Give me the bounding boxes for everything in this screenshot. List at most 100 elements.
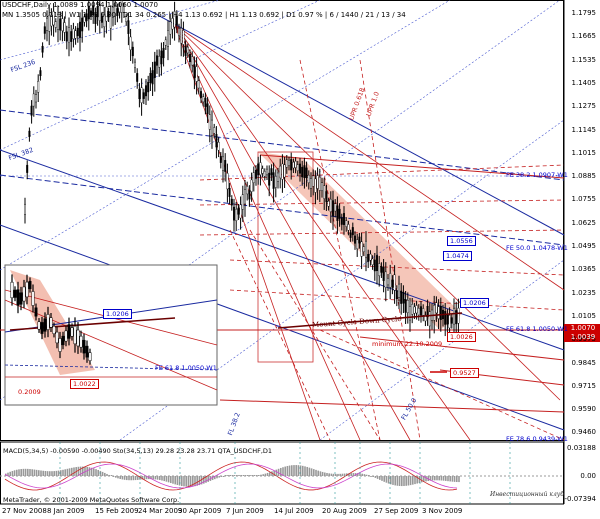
date-tick-label: 14 Jul 2009	[274, 507, 314, 515]
candle-body	[270, 168, 273, 176]
macd-bar	[447, 476, 449, 482]
candle-body	[52, 11, 55, 26]
candle-body	[140, 87, 143, 103]
candle-body	[96, 6, 99, 18]
candle-body	[281, 163, 284, 180]
macd-bar	[73, 467, 75, 476]
candle-body	[373, 259, 376, 272]
candle-body	[402, 292, 405, 304]
candle-body	[46, 17, 49, 31]
macd-bar	[189, 476, 192, 487]
price-tick-label: 0.9460	[571, 428, 597, 437]
macd-bar	[90, 467, 93, 476]
macd-bar	[178, 476, 181, 486]
macd-bar	[200, 476, 203, 485]
macd-bar	[332, 473, 335, 476]
inset-candle-body	[73, 325, 77, 345]
chart-header: USDCHF,Daily 1.0089 1.0094 1.0060 1.0070	[2, 1, 158, 9]
macd-bar	[121, 476, 124, 480]
macd-bar	[403, 476, 405, 487]
candle-body	[164, 39, 167, 46]
time-box	[257, 151, 314, 363]
candle-body	[133, 61, 136, 69]
candle-body	[237, 207, 240, 215]
candle-body	[103, 14, 106, 28]
candle-body	[272, 172, 275, 189]
macd-bar	[440, 476, 443, 481]
macd-bar	[66, 468, 69, 476]
candle-body	[395, 290, 398, 300]
macd-bar	[53, 471, 55, 476]
candle-body	[74, 30, 77, 39]
macd-bar	[291, 465, 293, 476]
macd-bar	[379, 476, 381, 480]
inset-candle-body	[31, 291, 35, 306]
macd-bar	[420, 476, 423, 483]
candle-body	[83, 16, 86, 23]
candle-body	[114, 5, 117, 17]
macd-bar	[60, 470, 62, 476]
macd-bar	[383, 476, 385, 482]
candle-body	[246, 186, 249, 195]
macd-bar	[273, 470, 275, 476]
candle-body	[424, 314, 427, 322]
macd-bar	[40, 470, 42, 476]
macd-bar	[161, 476, 163, 481]
candle-body	[188, 54, 191, 63]
macd-bar	[238, 475, 240, 476]
candle-body	[296, 164, 299, 171]
macd-bar	[304, 466, 306, 476]
candle-body	[307, 174, 310, 184]
macd-bar	[412, 476, 414, 485]
candle-body	[160, 50, 163, 65]
candle-body	[147, 81, 150, 93]
candle-body	[259, 162, 262, 175]
date-tick-label: 27 Nov 2008	[2, 507, 47, 515]
macd-bar	[9, 471, 11, 476]
candle-body	[35, 94, 38, 103]
macd-bar	[242, 475, 245, 476]
macd-bar	[374, 476, 377, 478]
candle-body	[136, 73, 139, 82]
macd-bar	[185, 476, 187, 487]
candle-body	[378, 263, 381, 277]
candle-body	[226, 173, 229, 190]
line-price-label: 1.0039	[570, 333, 596, 341]
price-tick-label: 1.1795	[571, 9, 597, 17]
macd-bar	[297, 465, 300, 476]
macd-bar	[313, 469, 315, 476]
stochastic-signal-line	[4, 463, 458, 489]
macd-bar	[150, 476, 152, 480]
macd-bar	[119, 476, 121, 479]
candle-body	[100, 15, 103, 23]
macd-bar	[330, 473, 333, 476]
macd-bar	[405, 476, 407, 486]
candle-body	[263, 171, 266, 177]
candle-body	[228, 188, 231, 197]
candle-body	[202, 96, 205, 103]
candle-body	[455, 310, 458, 325]
candle-body	[409, 306, 412, 321]
blue-dotted-fan	[0, 0, 565, 441]
target-box: 0.9527	[450, 368, 479, 378]
candle-body	[411, 304, 414, 315]
macd-bar	[181, 476, 183, 487]
candle-body	[158, 56, 161, 68]
candle-body	[413, 306, 416, 314]
candle-body	[235, 208, 238, 222]
macd-bar	[174, 476, 176, 485]
date-tick-label: 20 Aug 2009	[322, 507, 367, 515]
price-tick-label: 0.9845	[571, 358, 597, 367]
candle-body	[173, 11, 176, 28]
macd-bar	[57, 470, 60, 476]
macd-bar	[216, 476, 218, 479]
macd-bar	[106, 473, 108, 476]
macd-bar	[137, 476, 139, 480]
candle-body	[193, 64, 196, 78]
candle-body	[210, 119, 213, 136]
candle-body	[250, 179, 253, 192]
candle-body	[89, 10, 92, 16]
macd-bar	[407, 476, 410, 486]
